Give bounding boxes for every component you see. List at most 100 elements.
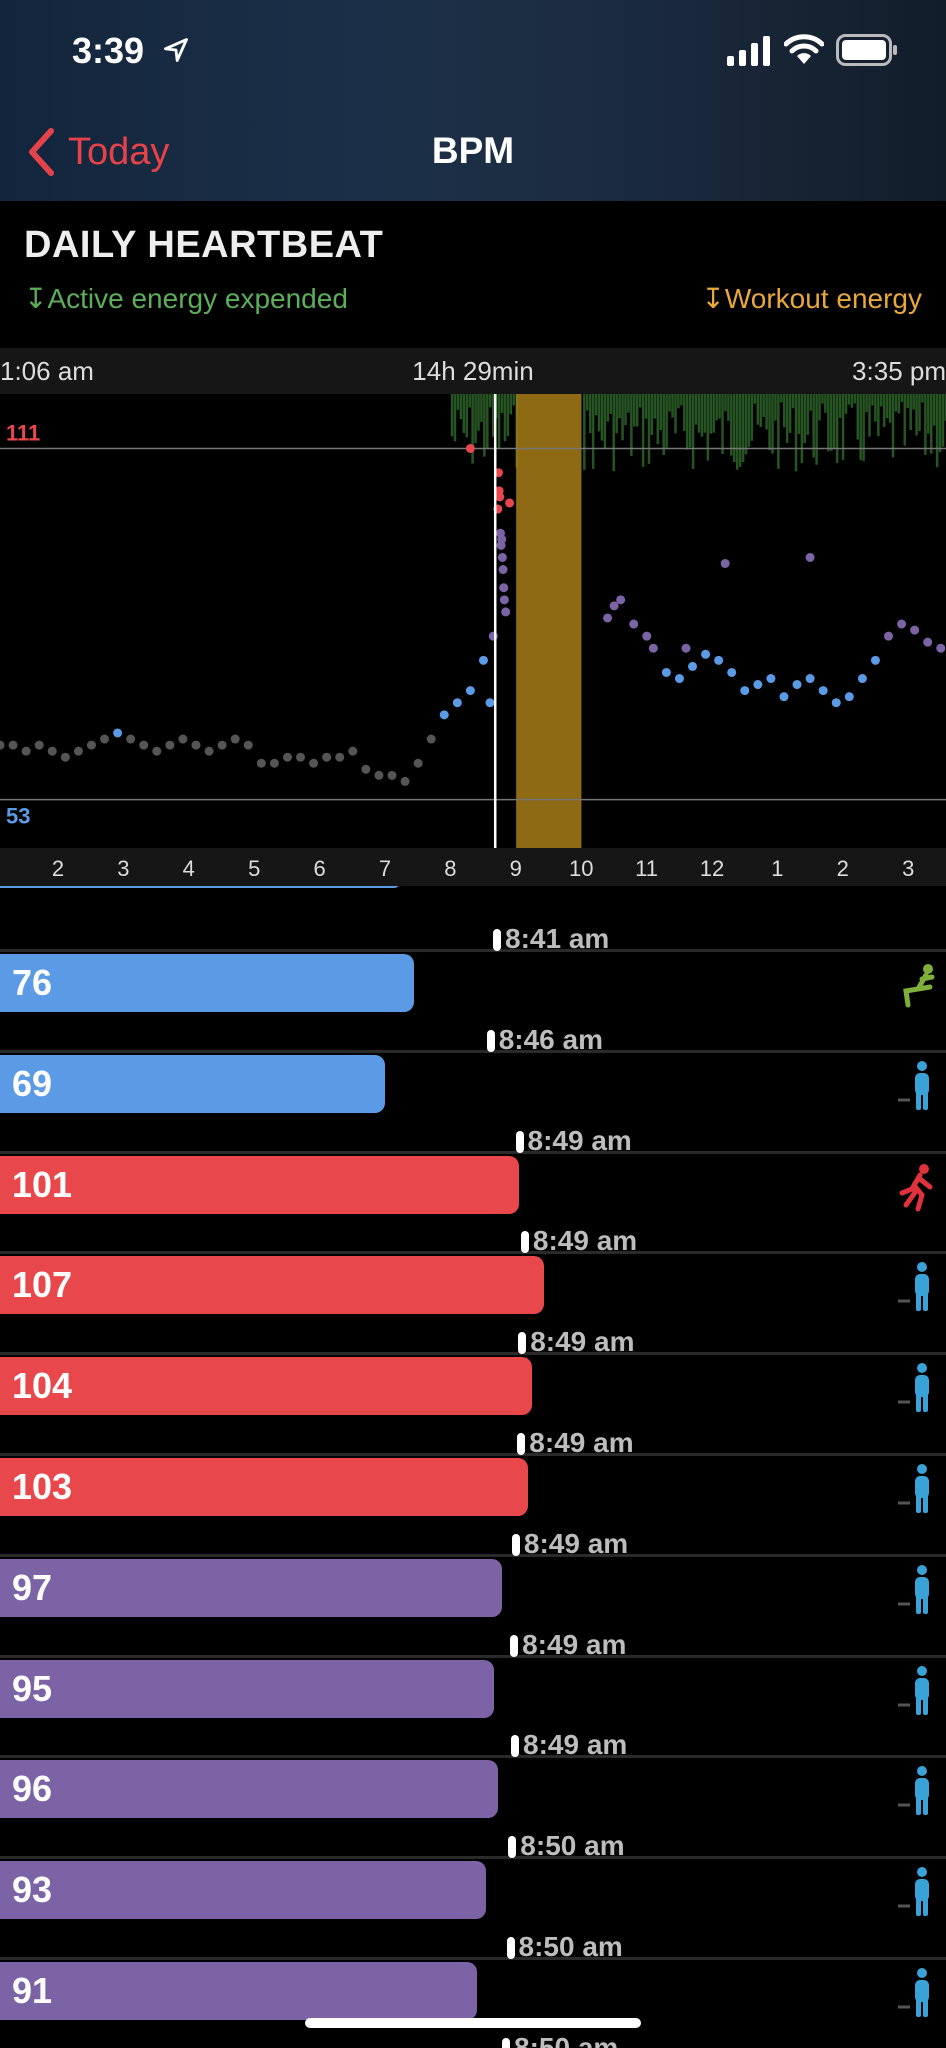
reading-time: 8:49 am	[530, 1326, 635, 1358]
heart-rate-point	[727, 667, 737, 677]
reading-row[interactable]: 8:49 am 101	[0, 1101, 946, 1214]
active-energy-streak	[803, 394, 807, 444]
active-energy-streak	[474, 394, 477, 444]
heart-rate-point	[720, 558, 730, 568]
active-energy-streak	[647, 394, 651, 464]
active-energy-streak	[453, 394, 457, 442]
active-energy-streak	[941, 394, 945, 447]
reading-row[interactable]: 8:50 am 91	[0, 1907, 946, 2020]
active-energy-streak	[727, 394, 730, 421]
active-energy-streak	[683, 394, 686, 431]
active-energy-streak	[706, 394, 710, 461]
standing-person-icon	[898, 1564, 929, 1614]
reading-row[interactable]: 8:49 am 107	[0, 1201, 946, 1315]
x-tick-label: 10	[569, 856, 593, 881]
active-energy-streak	[838, 394, 842, 419]
heart-rate-point	[792, 680, 802, 690]
row-separator	[0, 1352, 946, 1356]
standing-person-icon	[898, 1867, 929, 1917]
bar-previous	[0, 886, 400, 888]
reading-row[interactable]: 8:41 am 76	[0, 899, 946, 1012]
reading-row[interactable]: 8:46 am 69	[0, 1000, 946, 1113]
active-energy-streak	[771, 394, 774, 454]
reading-row[interactable]: 8:50 am 93	[0, 1806, 946, 1920]
x-tick-label: 7	[379, 856, 391, 881]
heart-rate-point	[8, 740, 18, 750]
bpm-value: 69	[12, 1062, 53, 1104]
heart-rate-point	[73, 746, 83, 756]
active-energy-streak	[600, 394, 604, 441]
reading-time: 8:46 am	[498, 1023, 603, 1055]
active-energy-streak	[489, 394, 492, 408]
active-energy-streak	[791, 394, 795, 409]
back-button-label: Today	[68, 130, 170, 173]
activity-icon	[898, 957, 938, 1013]
active-energy-streak	[597, 394, 601, 432]
bpm-value: 104	[12, 1365, 73, 1407]
bpm-bar	[0, 1558, 503, 1617]
heart-rate-point	[413, 758, 423, 768]
active-energy-streak	[821, 394, 824, 404]
active-energy-streak	[800, 394, 804, 464]
reading-row[interactable]: 8:49 am 97	[0, 1504, 946, 1617]
time-marker	[506, 1937, 515, 1959]
active-energy-streak	[918, 394, 921, 432]
active-energy-streak	[744, 394, 748, 455]
page-title: BPM	[431, 130, 515, 171]
active-energy-streak	[774, 394, 777, 421]
heart-rate-point	[609, 601, 619, 611]
activity-icon	[898, 1864, 938, 1920]
heart-rate-point	[505, 498, 515, 508]
active-energy-streak	[812, 394, 815, 458]
time-marker	[493, 929, 501, 951]
heart-rate-point	[498, 565, 508, 575]
active-energy-streak	[759, 394, 762, 428]
reading-row[interactable]: 8:49 am 95	[0, 1605, 946, 1718]
battery-icon	[836, 34, 897, 66]
activity-icon	[898, 1259, 938, 1315]
bpm-bar	[0, 1861, 486, 1920]
bpm-bar	[0, 1659, 494, 1718]
active-energy-streak	[932, 394, 936, 426]
active-energy-streak	[671, 394, 674, 418]
active-energy-streak	[459, 394, 463, 420]
heart-rate-point	[256, 758, 266, 768]
readings-list[interactable]: 8:41 am 76 8:46 am 69 8:49 am 101 8:49 am 107 8:…	[0, 886, 946, 2048]
active-energy-streak	[874, 394, 877, 422]
row-separator	[0, 1049, 946, 1053]
active-energy-streak	[877, 394, 880, 437]
reading-row[interactable]: 8:49 am 103	[0, 1403, 946, 1516]
range-duration: 14h 29min	[412, 356, 534, 386]
reading-time: 8:49 am	[522, 1628, 627, 1660]
heart-rate-point	[296, 752, 306, 762]
standing-person-icon	[898, 1968, 929, 2017]
active-energy-streak	[818, 394, 821, 421]
heart-rate-point	[439, 710, 449, 720]
active-energy-streak	[885, 394, 889, 419]
active-energy-streak	[938, 394, 942, 453]
home-indicator[interactable]	[305, 2018, 641, 2028]
active-energy-streak	[456, 394, 460, 411]
reading-row[interactable]: 8:50 am	[0, 2008, 946, 2048]
active-energy-streak	[697, 394, 701, 433]
active-energy-streak	[674, 394, 677, 434]
active-energy-streak	[621, 394, 624, 441]
back-button[interactable]: Today	[26, 124, 169, 180]
active-energy-streak	[915, 394, 918, 436]
time-marker	[502, 2037, 510, 2048]
legend-active-energy: ↧Active energy expended	[24, 283, 348, 314]
x-tick-label: 5	[248, 856, 260, 881]
active-energy-streak	[882, 394, 886, 427]
active-energy-streak	[777, 394, 780, 469]
reading-time: 8:50 am	[518, 1931, 623, 1962]
cellular-signal-icon	[727, 36, 770, 66]
active-energy-streak	[912, 394, 915, 410]
time-marker	[510, 1634, 519, 1657]
x-tick-label: 6	[313, 856, 325, 881]
reading-time: 8:50 am	[520, 1830, 625, 1862]
standing-person-icon	[898, 1060, 929, 1110]
reading-row[interactable]: 8:49 am 104	[0, 1302, 946, 1416]
heart-rate-point	[497, 552, 507, 562]
reading-row[interactable]: 8:49 am 96	[0, 1705, 946, 1819]
